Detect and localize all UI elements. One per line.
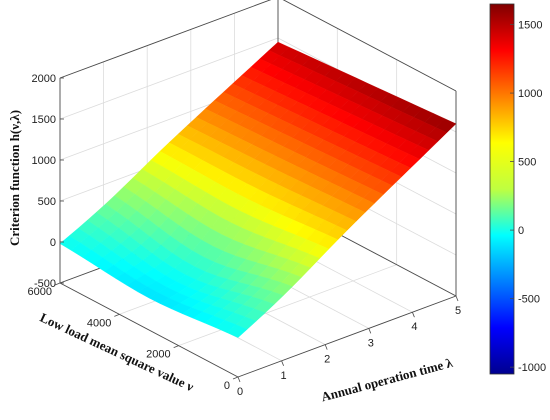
y-tick-label: 2000 (146, 349, 170, 361)
colorbar-tick-label: 500 (518, 157, 536, 169)
x-tick-mark (412, 312, 415, 318)
x-axis-line (237, 295, 457, 378)
z-tick-label: -500 (34, 278, 56, 290)
x-tick-label: 1 (281, 370, 287, 382)
colorbar (489, 3, 515, 375)
y-axis-line (59, 282, 239, 378)
box-edge (282, 0, 457, 92)
x-tick-label: 2 (324, 354, 330, 366)
y-tick-mark (173, 345, 179, 349)
colorbar-tick-label: -500 (518, 294, 540, 306)
colorbar-tick-label: -1000 (518, 362, 546, 374)
y-tick-label: 6000 (28, 286, 52, 298)
x-tick-label: 5 (455, 305, 461, 317)
z-axis-title: Criterion function h(ν,λ) (7, 110, 22, 246)
y-tick-label: 4000 (87, 317, 111, 329)
y-tick-mark (232, 376, 239, 380)
colorbar-ticks: -1000 -500 0 500 1000 1500 (510, 20, 546, 374)
z-tick-label: 1000 (32, 155, 56, 167)
x-axis-ticks: 0 1 2 3 4 5 (237, 295, 461, 398)
x-axis-title: Annual operation time λ (320, 355, 455, 405)
z-tick-label: 500 (38, 196, 56, 208)
x-tick-mark (324, 344, 328, 350)
y-tick-label: 0 (224, 380, 230, 392)
x-tick-mark (368, 328, 372, 334)
x-tick-label: 3 (368, 337, 374, 349)
x-tick-mark (455, 295, 459, 302)
colorbar-tick-label: 1500 (518, 20, 542, 32)
y-axis-title: Low load mean square value ν (38, 310, 197, 395)
surface-mesh (59, 41, 457, 338)
z-tick-label: 0 (50, 237, 56, 249)
z-axis-ticks: -500 0 500 1000 1500 2000 (32, 73, 64, 290)
y-tick-mark (114, 313, 120, 317)
x-tick-label: 0 (237, 386, 243, 398)
floor-gridline (178, 264, 397, 347)
surface-facet (226, 324, 248, 338)
back-wall-gridline (59, 37, 279, 120)
x-tick-label: 4 (411, 321, 417, 333)
x-tick-mark (237, 376, 241, 383)
z-tick-label: 2000 (32, 73, 56, 85)
colorbar-tick-label: 1000 (518, 88, 542, 100)
colorbar-tick-label: 0 (518, 225, 524, 237)
box-edge (59, 0, 272, 79)
z-tick-label: 1500 (32, 114, 56, 126)
x-tick-mark (281, 360, 284, 366)
axes-front-edges (59, 78, 457, 378)
y-tick-mark (54, 282, 61, 286)
y-axis-ticks: 0 2000 4000 6000 (28, 282, 239, 392)
